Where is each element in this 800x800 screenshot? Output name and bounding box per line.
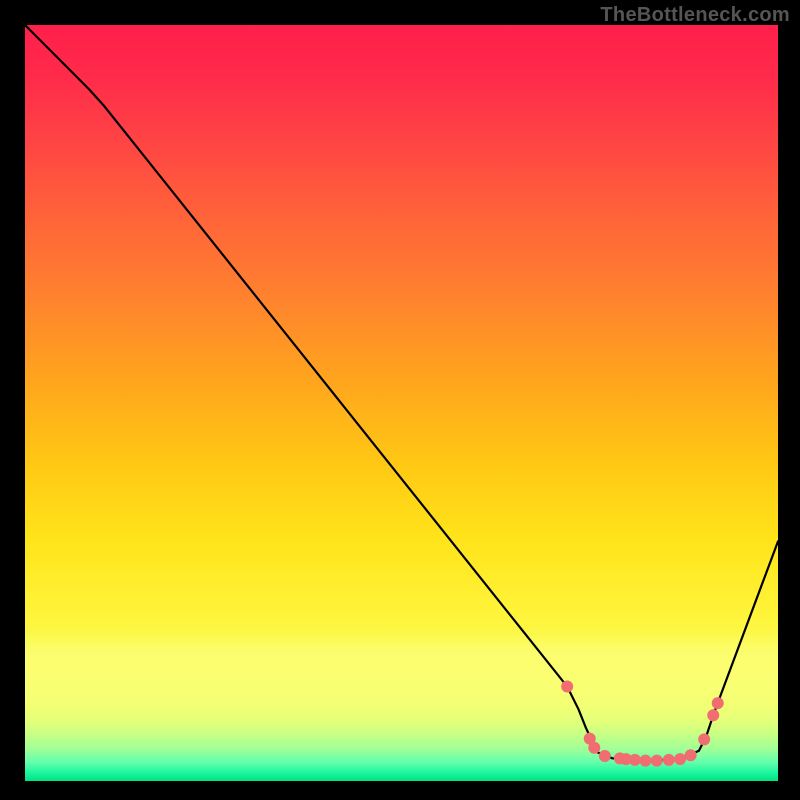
bottleneck-chart xyxy=(0,0,800,800)
watermark-text: TheBottleneck.com xyxy=(600,4,790,27)
chart-container: TheBottleneck.com xyxy=(0,0,800,800)
